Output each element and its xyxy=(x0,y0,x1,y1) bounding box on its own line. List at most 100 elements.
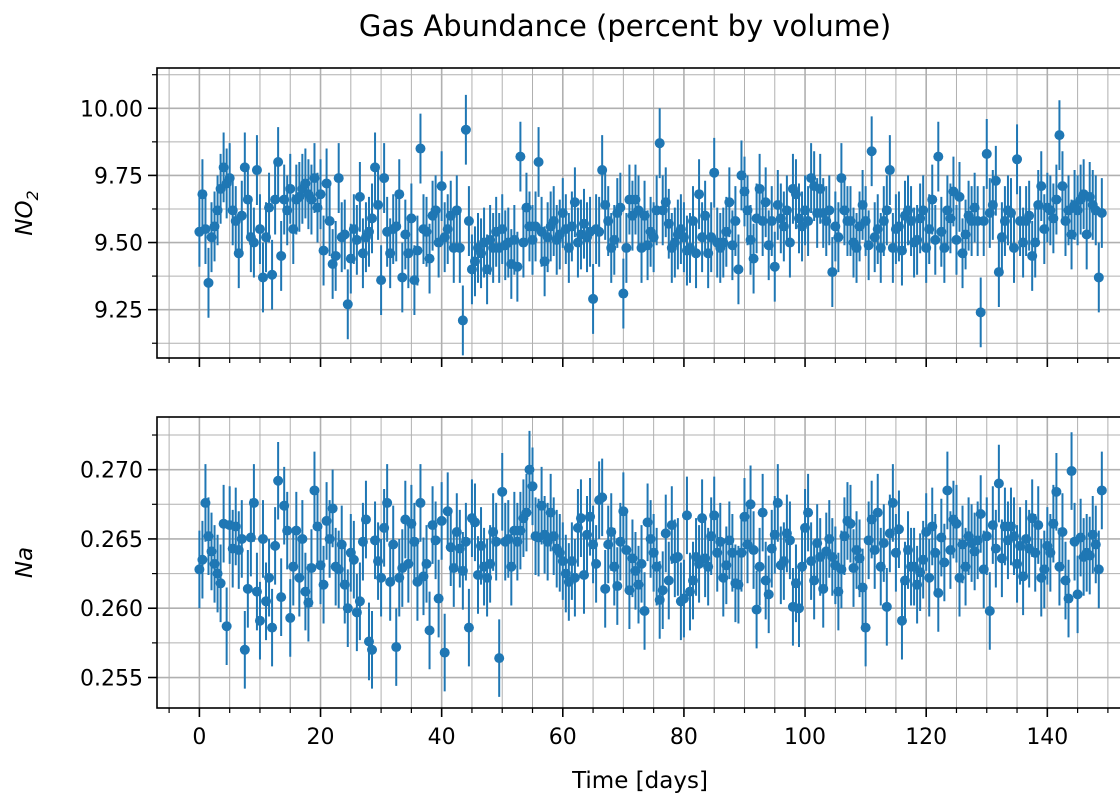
data-point xyxy=(569,197,580,208)
data-point xyxy=(594,226,605,237)
x-tick-label: 20 xyxy=(307,725,335,750)
data-point xyxy=(306,563,317,574)
data-point xyxy=(285,183,296,194)
data-point xyxy=(360,514,371,525)
data-point xyxy=(794,603,804,614)
data-point xyxy=(236,533,247,544)
data-point xyxy=(242,194,253,205)
data-point xyxy=(745,499,756,510)
data-point xyxy=(236,210,247,221)
data-point xyxy=(766,216,777,227)
data-point xyxy=(454,242,465,253)
data-point xyxy=(439,647,450,658)
data-point xyxy=(412,245,423,256)
data-point xyxy=(748,253,759,264)
data-point xyxy=(436,515,447,526)
data-point xyxy=(436,181,447,192)
data-point xyxy=(251,165,262,176)
data-point xyxy=(382,497,393,508)
data-point xyxy=(415,143,426,154)
panel-na-ticks: 0.255 0.260 0.265 0.270 0 20 40 60 80 100 120 140 xyxy=(80,434,1109,750)
data-point xyxy=(197,554,208,565)
data-point xyxy=(254,224,265,235)
x-axis-label: Time [days] xyxy=(571,768,708,794)
data-point xyxy=(327,503,338,514)
x-tick-label: 80 xyxy=(670,725,698,750)
data-point xyxy=(242,583,253,594)
data-point xyxy=(215,578,226,589)
data-point xyxy=(248,497,259,508)
data-point xyxy=(1063,593,1074,604)
panel-no2: 9.25 9.50 9.75 10.00 NO2 xyxy=(12,67,1120,367)
data-point xyxy=(460,124,471,135)
data-point xyxy=(827,267,838,278)
data-point xyxy=(367,213,378,224)
data-point xyxy=(276,592,287,603)
data-point xyxy=(391,642,402,653)
data-point xyxy=(318,245,329,256)
panel-na-frame xyxy=(156,416,1120,709)
data-point xyxy=(203,277,214,288)
data-point xyxy=(342,299,353,310)
panel-no2-ticks: 9.25 9.50 9.75 10.00 xyxy=(80,74,1109,367)
panel-na-data-points xyxy=(194,430,1107,697)
data-point xyxy=(394,189,405,200)
data-point xyxy=(1009,242,1020,253)
x-tick-label: 140 xyxy=(1026,725,1068,750)
data-point xyxy=(512,261,523,272)
data-point xyxy=(824,205,835,216)
data-point xyxy=(351,234,362,245)
data-point xyxy=(430,535,441,546)
data-point xyxy=(730,216,741,227)
data-point xyxy=(803,507,814,518)
data-point xyxy=(273,156,284,167)
data-point xyxy=(1057,527,1068,538)
data-point xyxy=(494,653,505,664)
data-point xyxy=(881,205,892,216)
data-point xyxy=(981,531,992,542)
data-point xyxy=(1096,485,1107,496)
data-point xyxy=(591,558,602,569)
data-point xyxy=(221,621,232,632)
data-point xyxy=(1081,229,1092,240)
data-point xyxy=(270,540,281,551)
data-point xyxy=(975,509,986,519)
data-point xyxy=(491,536,502,547)
data-point xyxy=(772,497,783,508)
y-tick-label: 0.255 xyxy=(80,667,143,692)
panel-no2-data-points xyxy=(194,94,1107,356)
data-point xyxy=(893,524,904,535)
y-tick-label: 9.25 xyxy=(94,299,143,324)
data-point xyxy=(1012,154,1023,165)
data-point xyxy=(709,167,720,178)
data-point xyxy=(315,189,326,200)
data-point xyxy=(575,513,586,524)
data-point xyxy=(373,199,384,210)
data-point xyxy=(881,601,892,612)
data-point xyxy=(939,242,950,253)
data-point xyxy=(339,229,350,240)
data-point xyxy=(833,232,844,243)
data-point xyxy=(318,579,329,590)
data-point xyxy=(367,644,378,655)
data-point xyxy=(691,248,702,259)
data-point xyxy=(376,572,387,583)
data-point xyxy=(348,554,359,565)
data-point xyxy=(866,146,877,157)
data-point xyxy=(415,497,426,508)
data-point xyxy=(878,538,889,549)
data-point xyxy=(533,156,544,167)
data-point xyxy=(324,216,335,227)
data-point xyxy=(672,551,683,562)
data-point xyxy=(342,603,353,614)
data-point xyxy=(621,242,632,253)
x-tick-label: 0 xyxy=(192,725,206,750)
data-point xyxy=(863,240,874,251)
data-point xyxy=(1024,210,1035,221)
data-point xyxy=(397,272,408,283)
data-point xyxy=(469,517,480,528)
data-point xyxy=(1093,564,1104,575)
y-tick-label: 9.75 xyxy=(94,164,143,189)
data-point xyxy=(887,497,898,508)
panel-na-grid xyxy=(157,417,1120,708)
